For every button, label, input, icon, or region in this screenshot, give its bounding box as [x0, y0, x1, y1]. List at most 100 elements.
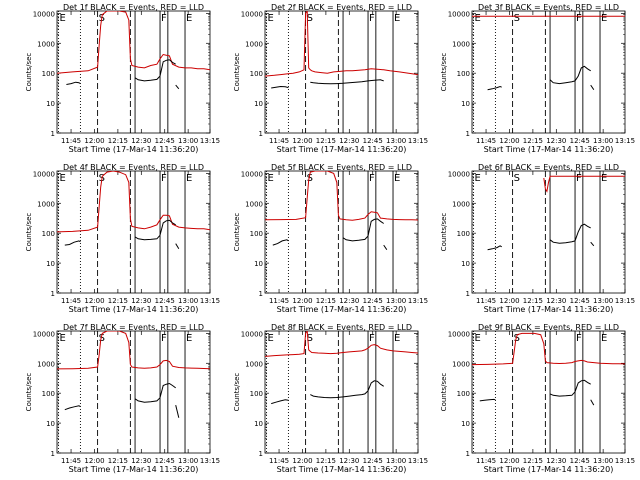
series-line-lld — [57, 331, 210, 370]
chart-panel-2: Det 2f BLACK = Events, RED = LLD 1 10 100 10… — [233, 3, 428, 154]
x-tick-label: 13:15 — [615, 457, 635, 465]
series-line-lld — [265, 11, 418, 77]
series-line-lld — [57, 11, 210, 74]
chart-panel-3: Det 3f BLACK = Events, RED = LLD 1 10 100 10… — [440, 3, 635, 154]
x-tick-label: 12:15 — [316, 457, 336, 465]
x-tick-label: 12:45 — [155, 137, 175, 145]
marker-label: F — [161, 333, 167, 344]
marker-label: F — [576, 173, 582, 184]
y-tick-label: 100 — [250, 230, 263, 238]
chart-title: Det 5f BLACK = Events, RED = LLD — [271, 163, 412, 172]
chart-title: Det 9f BLACK = Events, RED = LLD — [478, 323, 619, 332]
x-tick-label: 13:15 — [408, 137, 428, 145]
marker-label: F — [369, 173, 375, 184]
y-tick-label: 10 — [461, 420, 470, 428]
plot-frame — [56, 10, 211, 134]
x-tick-label: 12:00 — [499, 457, 519, 465]
x-tick-label: 11:45 — [476, 297, 496, 305]
marker-label: F — [369, 333, 375, 344]
y-tick-label: 10 — [254, 420, 263, 428]
y-axis-label: Counts/sec — [440, 213, 448, 252]
marker-label: E — [601, 333, 607, 344]
x-tick-label: 11:45 — [476, 137, 496, 145]
y-tick-label: 1 — [259, 290, 263, 298]
series-line-events — [271, 85, 289, 89]
x-tick-label: 12:15 — [523, 137, 543, 145]
marker-label: F — [161, 13, 167, 24]
chart-panel-6: Det 6f BLACK = Events, RED = LLD 1 10 100 10… — [440, 163, 635, 314]
x-tick-label: 12:00 — [84, 137, 104, 145]
x-tick-label: 13:00 — [178, 297, 198, 305]
x-tick-label: 12:15 — [108, 297, 128, 305]
x-tick-label: 12:15 — [523, 297, 543, 305]
x-tick-label: 13:15 — [408, 297, 428, 305]
plot-frame — [264, 10, 419, 134]
y-tick-label: 100 — [42, 390, 55, 398]
plot-frame — [264, 330, 419, 454]
x-tick-label: 13:00 — [178, 457, 198, 465]
y-tick-label: 100 — [42, 70, 55, 78]
marker-label: F — [576, 13, 582, 24]
series-line-events — [310, 380, 384, 399]
y-tick-label: 1000 — [245, 360, 263, 368]
y-tick-label: 10 — [46, 260, 55, 268]
x-tick-label: 12:00 — [292, 137, 312, 145]
x-tick-label: 11:45 — [476, 457, 496, 465]
y-tick-label: 100 — [250, 390, 263, 398]
series-line-events — [487, 85, 502, 91]
x-tick-label: 12:30 — [131, 297, 151, 305]
y-tick-label: 10000 — [241, 330, 263, 338]
chart-panel-7: Det 7f BLACK = Events, RED = LLD 1 10 100 10… — [25, 323, 220, 474]
x-tick-label: 13:00 — [178, 137, 198, 145]
y-tick-label: 10000 — [33, 10, 55, 18]
x-tick-label: 12:00 — [499, 297, 519, 305]
chart-title: Det 7f BLACK = Events, RED = LLD — [63, 323, 204, 332]
y-tick-label: 100 — [457, 390, 470, 398]
x-tick-label: 12:30 — [131, 137, 151, 145]
y-tick-label: 10 — [46, 420, 55, 428]
x-tick-label: 12:15 — [108, 457, 128, 465]
x-tick-label: 12:00 — [292, 297, 312, 305]
x-axis-label: Start Time (17-Mar-14 11:36:20) — [69, 305, 199, 314]
series-line-events — [272, 239, 289, 246]
x-tick-label: 12:45 — [570, 137, 590, 145]
y-axis-label: Counts/sec — [440, 373, 448, 412]
series-line-events — [175, 84, 180, 90]
y-tick-label: 10000 — [241, 10, 263, 18]
marker-label: S — [307, 173, 313, 184]
series-line-lld — [57, 171, 210, 233]
plot-frame — [56, 170, 211, 294]
series-line-events — [175, 404, 180, 418]
marker-label: E — [475, 13, 481, 24]
y-tick-label: 10 — [461, 260, 470, 268]
marker-label: E — [268, 173, 274, 184]
x-tick-label: 12:00 — [499, 137, 519, 145]
x-tick-label: 13:15 — [200, 297, 220, 305]
chart-panel-1: Det 1f BLACK = Events, RED = LLD 1 10 100 10… — [25, 3, 220, 154]
x-tick-label: 12:45 — [363, 297, 383, 305]
marker-label: E — [186, 13, 192, 24]
marker-label: E — [601, 173, 607, 184]
marker-label: E — [268, 13, 274, 24]
series-line-events — [271, 399, 289, 405]
series-line-events — [64, 240, 81, 246]
marker-label: E — [394, 13, 400, 24]
marker-label: F — [161, 173, 167, 184]
y-tick-label: 10 — [254, 100, 263, 108]
y-tick-label: 1000 — [452, 40, 470, 48]
series-line-events — [590, 399, 595, 406]
y-tick-label: 1 — [466, 450, 470, 458]
x-tick-label: 12:30 — [339, 137, 359, 145]
y-tick-label: 1000 — [245, 40, 263, 48]
y-tick-label: 10 — [461, 100, 470, 108]
plot-frame — [56, 330, 211, 454]
y-axis-label: Counts/sec — [440, 53, 448, 92]
y-tick-label: 10000 — [448, 10, 470, 18]
marker-label: S — [307, 333, 313, 344]
series-line-events — [310, 79, 384, 85]
marker-label: S — [99, 333, 105, 344]
y-tick-label: 100 — [250, 70, 263, 78]
x-axis-label: Start Time (17-Mar-14 11:36:20) — [484, 305, 614, 314]
series-line-events — [175, 243, 180, 250]
marker-label: E — [186, 333, 192, 344]
